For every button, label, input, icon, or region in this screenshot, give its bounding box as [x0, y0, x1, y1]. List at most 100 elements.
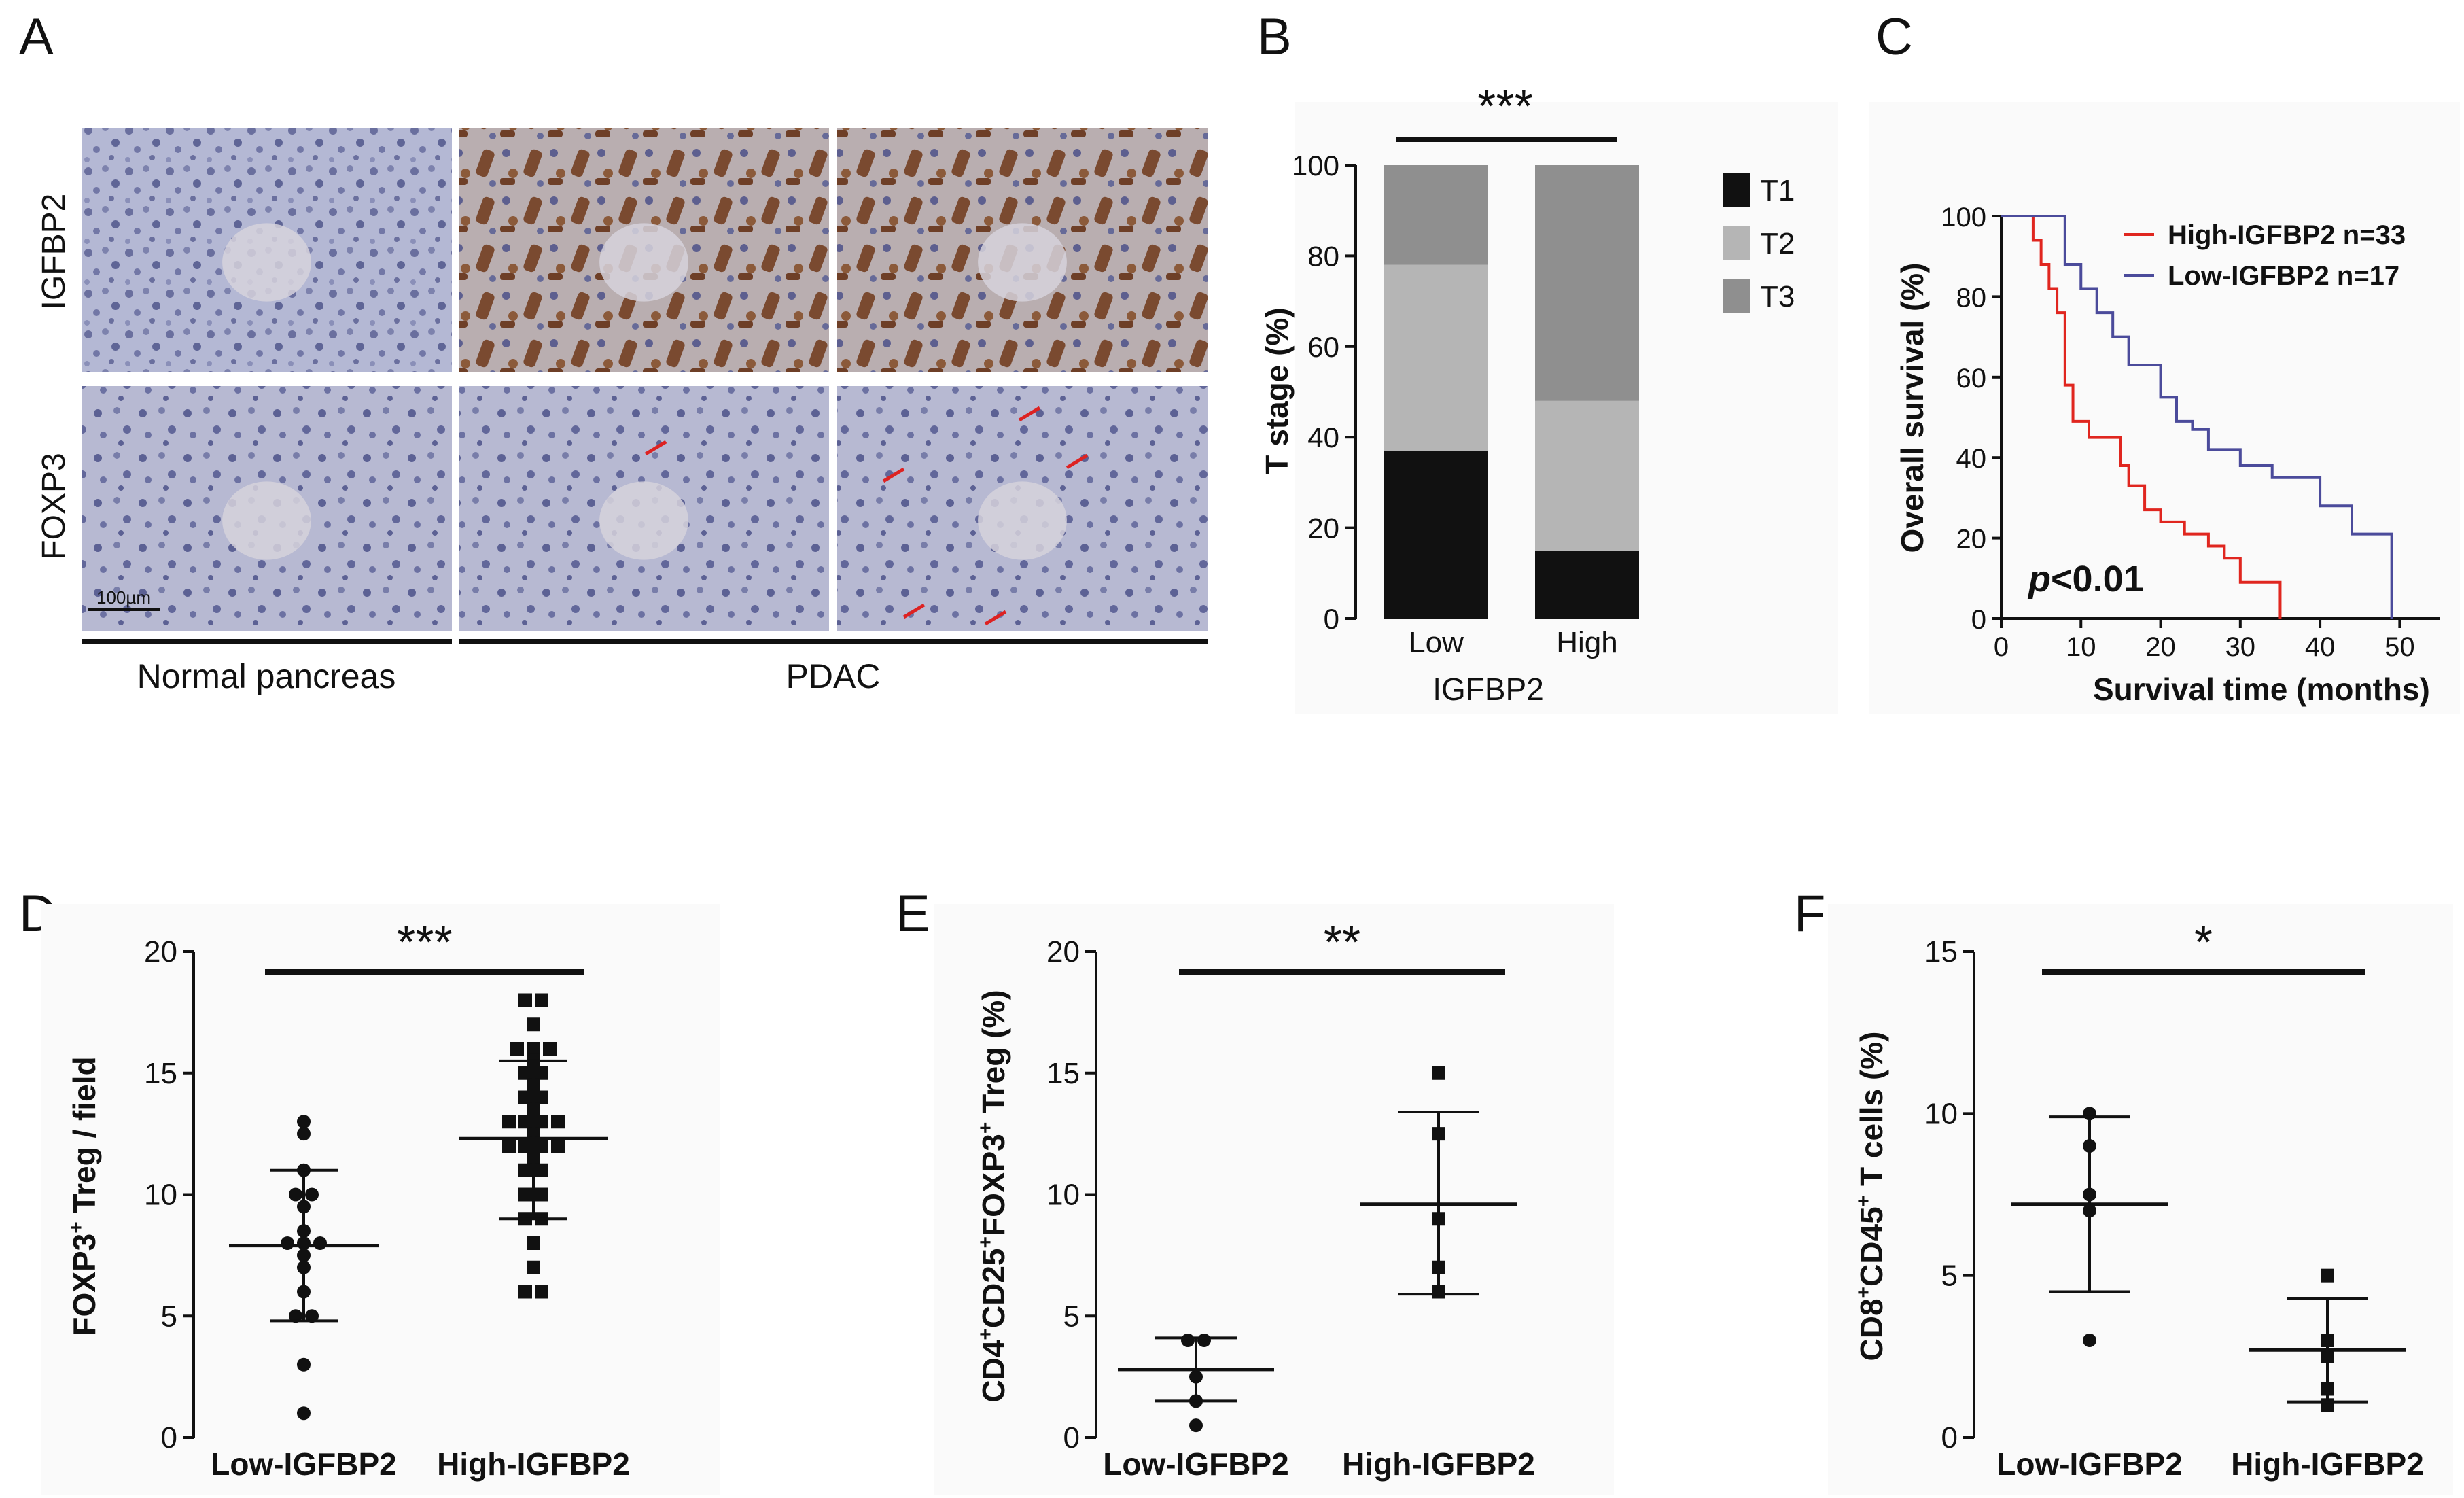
group-label-pdac: PDAC: [786, 657, 881, 695]
x-category-label: High-IGFBP2: [437, 1446, 630, 1482]
x-category-label: High-IGFBP2: [1342, 1446, 1535, 1482]
group-bar-normal: [82, 639, 452, 644]
x-category-label: Low-IGFBP2: [1996, 1446, 2182, 1482]
x-tick-label: 50: [2384, 632, 2415, 662]
x-category-label: Low-IGFBP2: [1103, 1446, 1288, 1482]
y-tick-label: 0: [161, 1421, 177, 1455]
data-point-high: [527, 1017, 540, 1032]
x-axis-label: IGFBP2: [1432, 672, 1544, 707]
p-value-annotation: p<0.01: [2027, 559, 2144, 599]
data-point-low: [297, 1127, 311, 1141]
label-part: FOXP3: [67, 1234, 102, 1336]
y-tick-label: 0: [1941, 1421, 1958, 1455]
label-part: Treg / field: [67, 1056, 102, 1221]
data-point-high: [518, 1066, 532, 1080]
data-point-high: [527, 1042, 540, 1056]
y-tick-label: 10: [1046, 1179, 1080, 1212]
x-tick-label: 30: [2225, 632, 2256, 662]
y-tick-label: 20: [144, 935, 177, 969]
significance-stars: ***: [397, 916, 453, 969]
legend-swatch-t1: [1723, 173, 1750, 207]
gland-lumen: [222, 481, 311, 560]
y-tick-label: 5: [161, 1300, 177, 1333]
label-part: FOXP3: [976, 1134, 1011, 1236]
km-curve-low-igfbp2: [2001, 215, 2393, 619]
data-point-high: [518, 1139, 532, 1153]
label-part: T cells (%): [1854, 1032, 1889, 1195]
label-part: CD8: [1854, 1298, 1889, 1361]
y-tick-label: 5: [1063, 1300, 1080, 1333]
data-point-high: [535, 1066, 548, 1080]
superscript: +: [974, 1328, 997, 1340]
legend-label-t1: T1: [1760, 174, 1795, 207]
data-point-low: [305, 1187, 319, 1202]
data-point-high: [518, 1187, 532, 1202]
data-point-high: [527, 1236, 540, 1250]
data-point-high: [518, 993, 532, 1007]
panel-letter-F: F: [1794, 885, 1825, 943]
data-point-low: [289, 1309, 302, 1323]
label-part: CD45: [1854, 1206, 1889, 1287]
red-arrow-6: [984, 610, 1007, 626]
data-point-high: [535, 1090, 548, 1104]
legend-label-t2: T2: [1760, 227, 1795, 260]
data-point-high: [535, 1285, 548, 1299]
data-point-high: [535, 1187, 548, 1202]
significance-stars: **: [1324, 916, 1360, 969]
panel-letter-E: E: [896, 885, 930, 943]
y-tick-label: 15: [144, 1057, 177, 1090]
x-tick-label: 10: [2066, 632, 2096, 662]
red-arrow-3: [1018, 406, 1041, 422]
row-label-igfbp2: IGFBP2: [36, 194, 72, 310]
superscript: +: [974, 1122, 997, 1134]
label-part: CD25: [976, 1248, 1011, 1328]
x-category-label: Low-IGFBP2: [211, 1446, 396, 1482]
data-point-high: [518, 1285, 532, 1299]
data-point-high: [535, 993, 548, 1007]
red-arrow-2: [882, 467, 905, 483]
panel-e-background: [934, 904, 1614, 1495]
data-point-high: [543, 1042, 557, 1056]
y-tick-label: 40: [1307, 421, 1339, 453]
gland-lumen: [599, 481, 688, 560]
gland-lumen: [222, 223, 311, 302]
y-tick-label: 10: [144, 1179, 177, 1212]
data-point-low: [1181, 1334, 1195, 1347]
y-tick-label: 15: [1046, 1057, 1080, 1090]
x-tick-label: 40: [2305, 632, 2336, 662]
data-point-low: [297, 1115, 311, 1129]
data-point-low: [281, 1236, 294, 1250]
data-point-high: [1432, 1066, 1445, 1080]
y-axis-label: FOXP3+ Treg / field: [65, 1056, 102, 1336]
data-point-low: [297, 1357, 311, 1372]
panel-d-chart: 0 5 10 15 20 Low-IGFBP2 High-IGFBP2 *** FOXP3+ T…: [41, 904, 720, 1495]
panel-d-background: [41, 904, 720, 1495]
data-point-low: [297, 1406, 311, 1421]
y-tick-label: 10: [1924, 1097, 1958, 1130]
superscript: +: [1852, 1195, 1875, 1207]
x-category-label: Low: [1409, 626, 1464, 659]
y-axis-label: CD8+CD45+ T cells (%): [1852, 1032, 1889, 1361]
significance-stars: ***: [1477, 80, 1533, 133]
red-arrow-4: [1066, 453, 1089, 470]
data-point-high: [551, 1115, 565, 1129]
y-tick-label: 5: [1941, 1259, 1958, 1293]
gland-lumen: [599, 223, 688, 302]
x-tick-label: 20: [2145, 632, 2176, 662]
y-tick-label: 60: [1307, 331, 1339, 363]
legend-label-low-igfbp2: Low-IGFBP2 n=17: [2168, 261, 2399, 291]
superscript: +: [974, 1236, 997, 1249]
y-tick-label: 100: [1292, 150, 1339, 181]
y-tick-label: 20: [1307, 512, 1339, 544]
red-arrow-1: [644, 440, 667, 456]
legend-label-t3: T3: [1760, 280, 1795, 313]
x-category-label: High: [1556, 626, 1618, 659]
panel-letter-A: A: [19, 8, 54, 66]
legend-swatch-t2: [1723, 226, 1750, 260]
data-point-low: [289, 1187, 302, 1202]
bar-high-t3: [1535, 165, 1639, 401]
group-label-normal: Normal pancreas: [137, 657, 396, 695]
bar-low-t1: [1384, 451, 1488, 619]
